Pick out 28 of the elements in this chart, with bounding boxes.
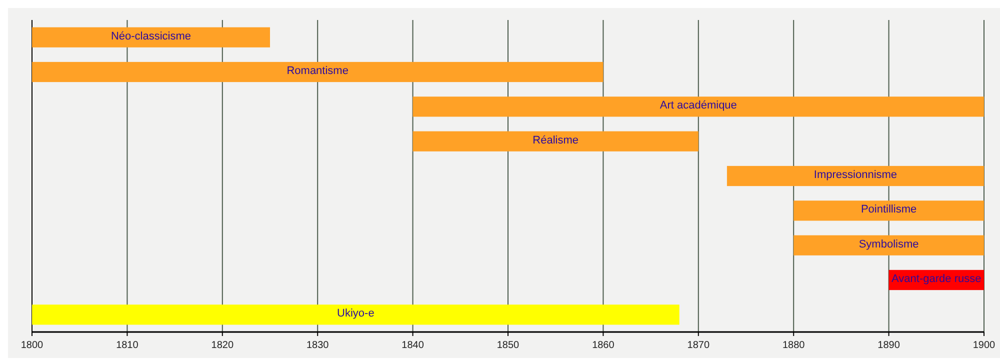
y-tick-label: Avant-garde russe [892,272,982,285]
y-tick-label: Impressionnisme [814,168,898,181]
x-tick-label: 1810 [116,340,139,351]
bar [726,166,984,186]
y-tick-label: Pointillisme [860,204,917,216]
x-tick-label: 1870 [687,340,710,351]
x-tick-label: 1840 [402,340,424,351]
x-tick-label: 1890 [878,340,900,351]
bar [32,62,604,82]
x-tick-label: 1820 [211,340,234,351]
y-tick-label: Symbolisme [858,238,919,250]
y-tick-label: Ukiyo-e [337,308,374,320]
bar [412,96,984,117]
x-tick-label: 1860 [592,340,615,351]
y-tick-label: Néo-classicisme [110,30,192,42]
y-tick-label: Romantisme [286,64,348,77]
y-tick-label: Réalisme [532,134,579,146]
bar [794,235,984,256]
bar [794,200,984,221]
x-tick-label: 1880 [782,340,806,351]
bar [412,131,698,152]
bar [32,304,680,325]
bar [32,27,270,48]
x-tick-label: 1900 [972,340,996,351]
x-tick-label: 1830 [306,340,330,351]
x-tick-label: 1850 [496,340,520,351]
x-tick-label: 1800 [20,340,44,351]
y-tick-label: Art académique [660,100,737,112]
